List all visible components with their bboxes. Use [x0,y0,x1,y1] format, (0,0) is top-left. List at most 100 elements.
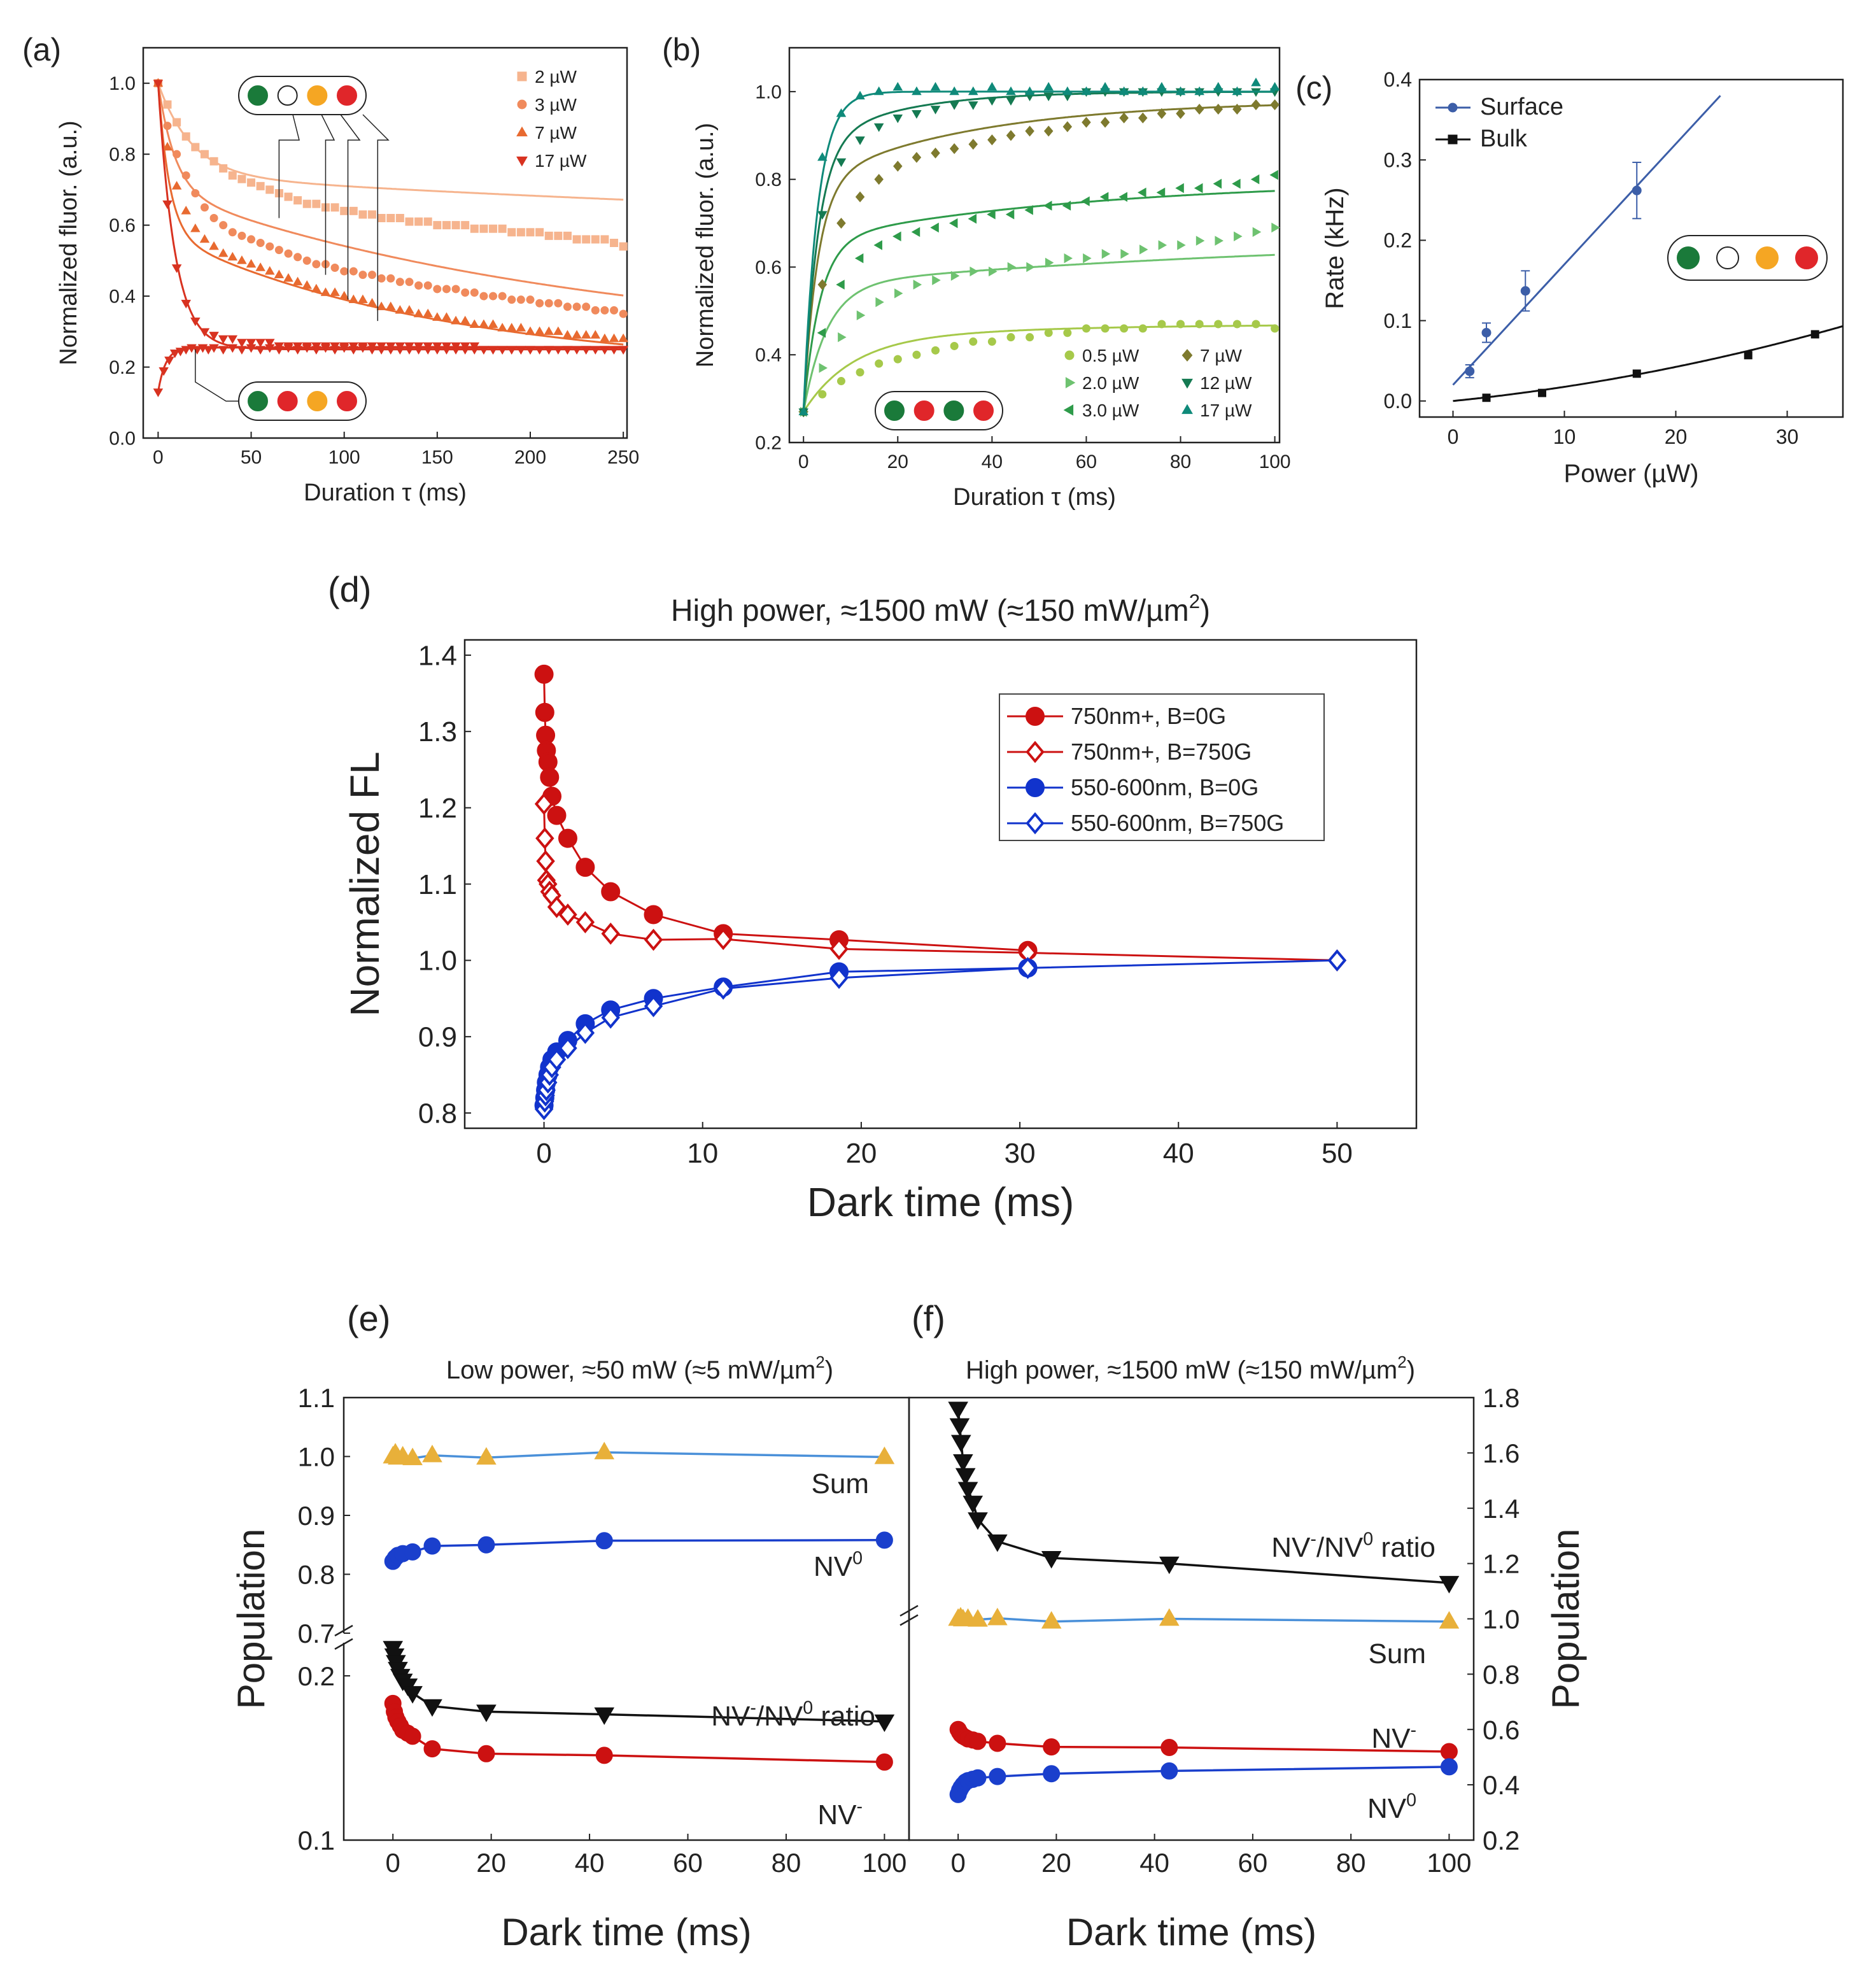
data-point [191,188,200,197]
panel-a: 0 50 100 150 200 250 0.0 0.2 0.4 0.6 0.8 1.0 Duratio… [22,32,639,506]
data-point [256,239,265,247]
data-point [422,1445,442,1463]
data-point [1043,201,1052,211]
x-tick-label: 0 [153,447,164,468]
series-label-part: ratio [1373,1532,1435,1563]
data-point [237,231,246,240]
data-point [451,346,461,355]
data-point [255,339,265,348]
data-point [968,1512,988,1530]
data-point [892,231,901,241]
data-point [1006,333,1015,342]
data-point [1041,1611,1062,1629]
y-tick-label: 1.2 [418,793,457,824]
data-point [563,231,572,240]
data-point [854,253,864,264]
data-point [173,150,181,159]
data-point-bulk [1810,330,1819,339]
data-point [1007,262,1017,273]
y-tick-label: 0.8 [298,1560,335,1590]
data-point [441,312,452,321]
data-point [181,132,190,141]
data-point [395,346,406,355]
data-point [609,333,619,343]
data-point [1043,125,1054,137]
data-point [451,315,461,325]
series-label-part: NV [814,1551,853,1582]
data-point [386,274,395,283]
data-point [1269,81,1280,91]
data-point [432,312,442,321]
data-point [563,302,572,311]
y-tick-label: 0.6 [1483,1715,1520,1745]
data-point [489,292,498,301]
data-point [989,1768,1006,1785]
data-point [1215,236,1224,246]
y-tick-label: 1.0 [755,81,782,103]
legend-marker [1063,404,1074,416]
data-point [1006,97,1016,106]
data-point [423,1740,441,1758]
data-point [534,326,545,336]
data-point [190,223,201,232]
x-tick-label: 80 [1336,1848,1366,1878]
data-point [955,1468,976,1486]
data-point [256,181,265,190]
data-point [969,1733,987,1750]
data-point [1024,86,1035,96]
data-point [1119,112,1129,124]
y-tick-label: 0.1 [298,1825,335,1855]
legend-label: 3 µW [535,95,577,115]
data-point [460,315,470,325]
data-point [265,339,275,348]
data-point [1439,1576,1460,1594]
data-point [461,221,470,230]
data-point [516,228,525,237]
legend-label: 2 µW [535,67,577,87]
data-point [1440,1758,1458,1776]
chart-title-part: 2 [1189,590,1200,613]
data-point [377,213,386,222]
data-point [488,346,498,355]
data-point [970,266,978,277]
y-tick-label: 0.8 [109,145,136,166]
chart-title-part: ) [1200,594,1210,628]
data-point [433,221,442,230]
data-point [950,271,960,281]
data-point [582,235,591,244]
data-point [534,793,554,816]
state-dot-orange [1756,246,1779,269]
series-label-part: NV [1371,1723,1411,1754]
data-point [227,335,238,344]
y-tick-label: 1.8 [1483,1383,1520,1413]
legend-label: 17 µW [1200,400,1252,420]
data-point [575,858,595,877]
data-point [798,406,808,416]
x-tick-label: 0 [798,451,809,472]
data-point [1232,178,1241,189]
data-point [1251,99,1261,111]
data-point [1232,86,1243,96]
data-point [1024,205,1033,215]
data-point [386,301,396,311]
data-point [469,319,480,328]
data-point [1044,329,1053,337]
data-point [199,328,210,337]
data-point [1100,81,1110,91]
data-point [274,246,283,255]
plot-frame [788,46,1281,444]
plot-frame [1418,78,1844,418]
data-point [461,288,470,297]
data-point [162,200,173,209]
panel-b: 0 20 40 60 80 100 0.2 0.4 0.6 0.8 1.0 Duration τ (m… [662,32,1291,511]
panel-c: 0 10 20 30 0.0 0.1 0.2 0.3 0.4 Power (µW) Rate (kH… [1295,68,1844,488]
data-point [349,267,358,276]
state-badge-frame [875,391,1003,430]
data-point [836,280,845,290]
legend-marker [1181,378,1193,389]
y-tick-label: 0.7 [298,1619,335,1648]
data-point [404,346,414,355]
data-point [873,86,884,96]
data-point [558,903,577,926]
